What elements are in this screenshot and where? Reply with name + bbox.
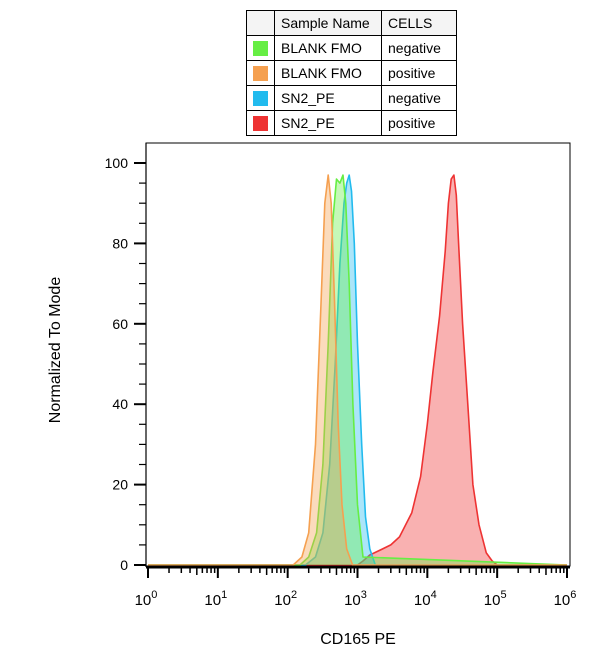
legend-swatch-cell [246,85,275,111]
legend-header-swatch [246,10,275,36]
legend-row: SN2_PE negative [246,85,457,111]
x-tick-exponent: 6 [570,589,576,601]
series-line [148,174,567,566]
legend-body: BLANK FMO negative BLANK FMO positive SN2_PE… [246,35,457,136]
legend-sample-name: SN2_PE [274,110,382,136]
y-tick-label: 20 [112,477,128,493]
legend-row: SN2_PE positive [246,110,457,136]
legend-cells: negative [381,35,457,61]
legend-header-row: Sample Name CELLS [246,10,457,36]
series-area [148,175,567,565]
x-tick-label: 100 [135,589,158,609]
legend-header-cells: CELLS [381,10,457,36]
x-tick-base: 10 [204,592,221,609]
series-group [148,174,568,566]
legend-swatch [253,91,268,107]
x-tick-exponent: 5 [500,589,506,601]
legend-row: BLANK FMO negative [246,35,457,61]
series-group [148,174,567,566]
x-tick-label: 101 [204,589,227,609]
x-tick-exponent: 3 [361,589,367,601]
x-tick-label: 103 [344,589,367,609]
y-tick-label: 100 [105,155,129,171]
x-tick-base: 10 [135,592,152,609]
y-tick-label: 80 [112,235,128,251]
legend-swatch-cell [246,110,275,136]
legend-swatch-cell [246,60,275,86]
legend-sample-name: BLANK FMO [274,60,382,86]
legend-swatch [253,116,268,132]
series-group [148,174,567,566]
x-tick-base: 10 [554,592,571,609]
series-line [148,174,567,566]
series-layer [148,174,568,566]
legend-cells: positive [381,110,457,136]
legend-sample-name: BLANK FMO [274,35,382,61]
x-tick-base: 10 [274,592,291,609]
x-tick-label: 104 [414,589,437,609]
x-tick-label: 105 [484,589,507,609]
y-tick-label: 0 [120,557,128,573]
y-tick-label: 40 [112,396,128,412]
x-tick-base: 10 [414,592,431,609]
legend-sample-name: SN2_PE [274,85,382,111]
legend-swatch [253,66,268,82]
legend-cells: negative [381,85,457,111]
x-tick-exponent: 4 [431,589,437,601]
legend-swatch-cell [246,35,275,61]
series-area [148,175,567,565]
x-tick-exponent: 0 [151,589,157,601]
series-line [148,174,568,566]
legend-row: BLANK FMO positive [246,60,457,86]
x-tick-exponent: 1 [221,589,227,601]
x-tick-label: 102 [274,589,297,609]
legend-cells: positive [381,60,457,86]
legend-header-sample: Sample Name [274,10,382,36]
legend-table: Sample Name CELLS BLANK FMO negative BLANK… [246,10,457,136]
x-tick-label: 106 [554,589,577,609]
series-group [148,174,567,566]
x-tick-base: 10 [344,592,361,609]
x-tick-base: 10 [484,592,501,609]
x-tick-exponent: 2 [291,589,297,601]
legend-swatch [253,41,268,57]
y-axis-label: Normalized To Mode [47,277,64,424]
y-tick-label: 60 [112,316,128,332]
x-axis-label: CD165 PE [320,631,396,648]
series-line [148,174,567,566]
